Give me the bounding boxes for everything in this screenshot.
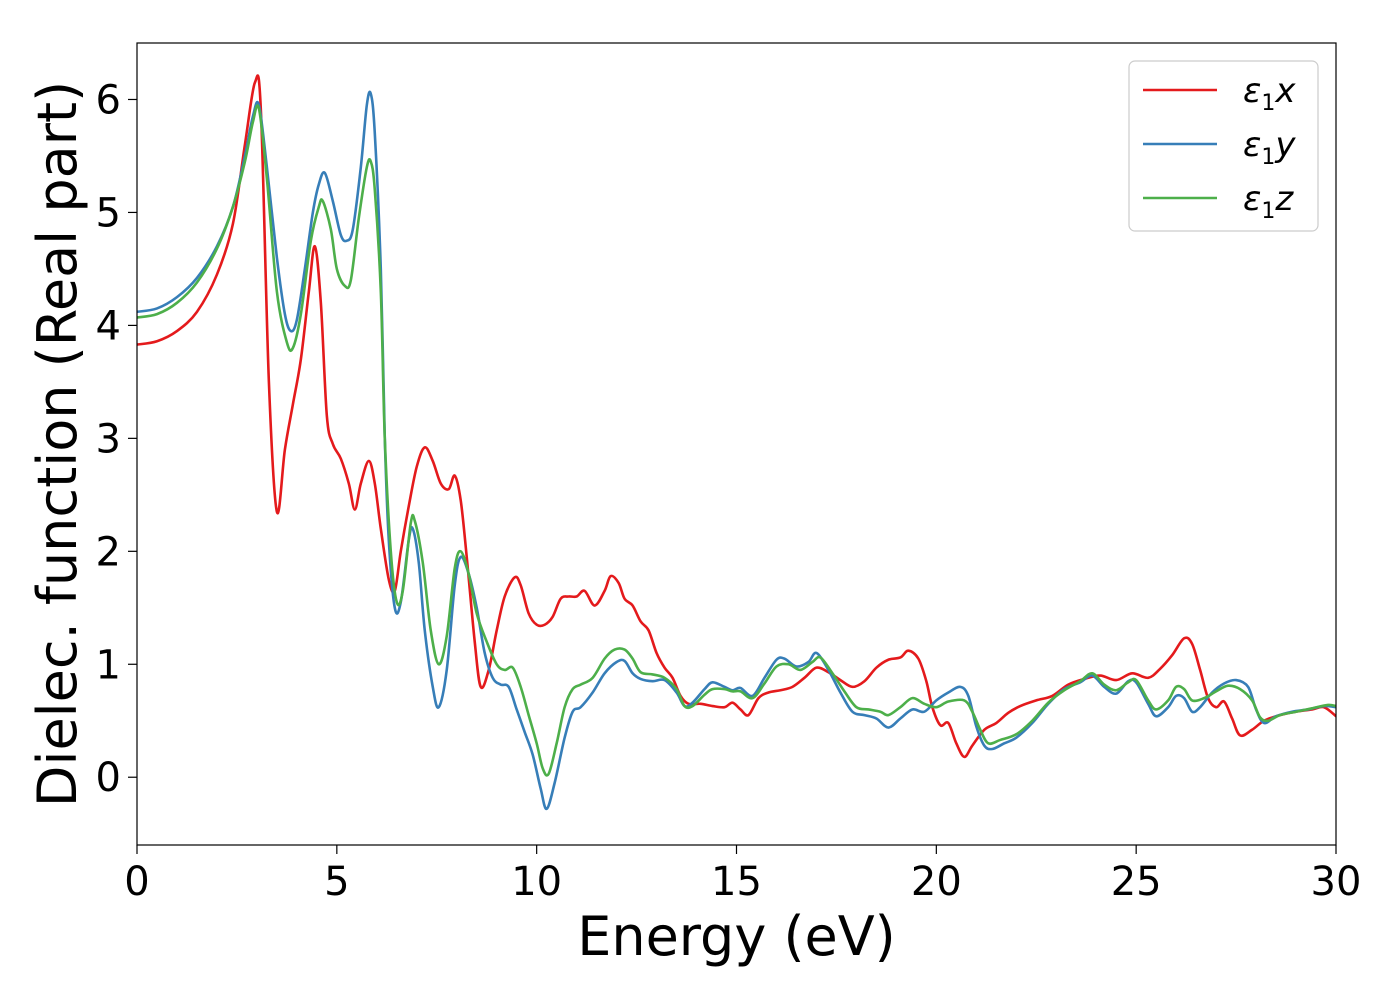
y-axis-ticks: 0 1 2 3 4 5 6 bbox=[96, 77, 137, 801]
y-tick-label: 0 bbox=[96, 755, 121, 801]
x-tick-label: 15 bbox=[711, 859, 762, 905]
y-tick-label: 3 bbox=[96, 416, 121, 462]
x-axis-ticks: 0 5 10 15 20 25 30 bbox=[124, 845, 1361, 905]
x-tick-label: 30 bbox=[1311, 859, 1362, 905]
y-axis-label: Dielec. function (Real part) bbox=[26, 81, 89, 807]
y-tick-label: 2 bbox=[96, 529, 121, 575]
legend-box bbox=[1128, 60, 1319, 232]
x-tick-label: 5 bbox=[324, 859, 349, 905]
x-tick-label: 0 bbox=[124, 859, 149, 905]
legend-label: ε1x bbox=[1243, 71, 1296, 116]
y-tick-label: 4 bbox=[96, 303, 121, 349]
series-line-y bbox=[137, 90, 1336, 811]
y-tick-label: 5 bbox=[96, 190, 121, 236]
y-tick-label: 1 bbox=[96, 642, 121, 688]
series-line-z bbox=[137, 104, 1336, 777]
series-layer bbox=[137, 74, 1336, 811]
legend-label: ε1y bbox=[1243, 125, 1296, 170]
x-tick-label: 10 bbox=[511, 859, 562, 905]
x-tick-label: 20 bbox=[911, 859, 962, 905]
x-axis-label: Energy (eV) bbox=[577, 905, 896, 968]
x-tick-label: 25 bbox=[1111, 859, 1162, 905]
legend: ε1x ε1y ε1z bbox=[1128, 60, 1319, 232]
legend-label: ε1z bbox=[1243, 179, 1294, 224]
y-tick-label: 6 bbox=[96, 77, 121, 123]
